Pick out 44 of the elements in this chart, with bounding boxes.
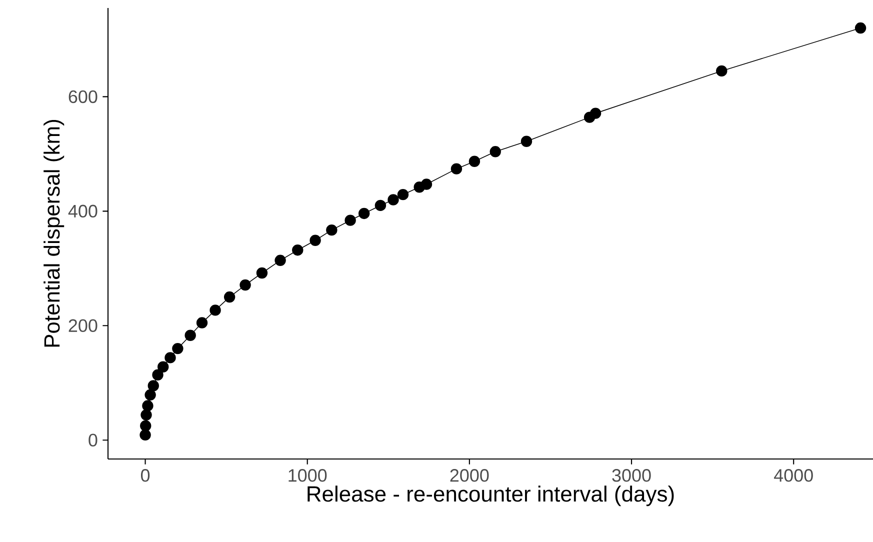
point bbox=[142, 400, 154, 412]
point bbox=[326, 224, 338, 236]
x-tick-label: 4000 bbox=[774, 469, 813, 482]
point bbox=[172, 342, 184, 354]
point bbox=[140, 429, 151, 441]
point bbox=[158, 361, 169, 372]
point bbox=[256, 267, 268, 279]
point bbox=[490, 146, 501, 158]
y-tick-label: 400 bbox=[68, 204, 98, 218]
point bbox=[210, 304, 221, 316]
point bbox=[468, 156, 480, 167]
x-tick-label: 2000 bbox=[450, 469, 489, 482]
point bbox=[590, 108, 602, 119]
point bbox=[144, 389, 156, 400]
point bbox=[358, 208, 370, 220]
y-axis-title: Potential dispersal (km) bbox=[44, 120, 64, 347]
point bbox=[310, 234, 321, 246]
x-axis-title: Release - re-encounter interval (days) bbox=[308, 486, 674, 506]
point bbox=[344, 214, 356, 226]
point bbox=[420, 178, 432, 190]
point bbox=[716, 65, 728, 77]
y-tick-label: 600 bbox=[68, 90, 98, 104]
point bbox=[397, 188, 409, 200]
x-tick-label: 0 bbox=[140, 469, 150, 482]
point bbox=[196, 317, 208, 328]
y-tick-label: 0 bbox=[88, 434, 98, 446]
point bbox=[152, 369, 164, 380]
point bbox=[374, 200, 386, 212]
y-tick-label: 200 bbox=[68, 319, 98, 332]
point bbox=[184, 330, 196, 341]
x-tick-label: 3000 bbox=[612, 469, 651, 482]
point bbox=[388, 194, 399, 206]
point bbox=[148, 380, 159, 392]
point bbox=[140, 409, 152, 421]
point bbox=[854, 22, 866, 34]
point bbox=[224, 291, 236, 303]
point bbox=[274, 254, 286, 266]
x-tick-label: 1000 bbox=[288, 469, 327, 482]
point bbox=[164, 352, 176, 364]
point bbox=[140, 420, 152, 432]
point bbox=[292, 244, 304, 256]
point bbox=[450, 163, 462, 174]
point bbox=[240, 279, 251, 291]
point bbox=[520, 136, 532, 147]
